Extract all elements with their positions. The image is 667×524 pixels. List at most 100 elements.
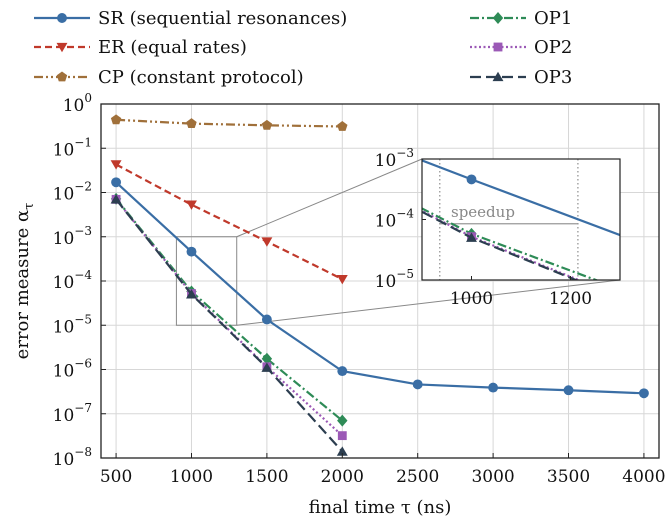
series-er [110, 160, 348, 285]
y-tick-base: 10 [53, 317, 75, 337]
data-point [493, 42, 503, 52]
series-op2 [111, 194, 347, 441]
legend-item: SR (sequential resonances) [34, 8, 347, 29]
data-point [110, 194, 122, 204]
legend-item: OP2 [470, 37, 572, 58]
legend-item: OP3 [470, 67, 572, 88]
zoom-indicator [175, 158, 621, 326]
inset-x-tick-label: 1200 [549, 289, 592, 309]
y-tick-exponent: −3 [74, 224, 92, 238]
legend-label: ER (equal rates) [98, 37, 247, 58]
data-point [466, 111, 477, 120]
data-point [337, 121, 348, 131]
data-point [261, 237, 273, 247]
y-tick-base: 10 [53, 406, 75, 426]
x-tick-label: 1500 [245, 467, 288, 487]
x-tick-label: 2500 [396, 467, 439, 487]
y-tick-label: 10−6 [53, 357, 92, 382]
zoom-box [175, 236, 238, 326]
inset-x-tick-label: 1000 [450, 289, 493, 309]
data-point [492, 12, 504, 24]
y-tick-label: 10−1 [53, 135, 92, 160]
y-tick-label: 100 [63, 91, 92, 116]
x-tick-label: 2000 [321, 467, 364, 487]
inset-y-tick-base: 10 [375, 151, 397, 171]
y-tick-base: 10 [53, 185, 75, 205]
legend-item: CP (constant protocol) [34, 67, 304, 88]
legend-item: OP1 [470, 8, 572, 29]
legend-label: OP3 [534, 67, 572, 88]
y-axis-label: error measure ατ [12, 203, 37, 360]
legend-label: OP1 [534, 8, 572, 29]
inset-y-tick-label: 10−3 [375, 146, 414, 171]
speedup-annotation: speedup [451, 203, 515, 221]
series-line [115, 198, 343, 422]
inset-y-tick-base: 10 [375, 272, 397, 292]
legend-label: SR (sequential resonances) [98, 8, 347, 29]
data-point [186, 246, 197, 257]
inset-background [422, 159, 620, 280]
y-tick-base: 10 [53, 450, 75, 470]
inset-y-tick-base: 10 [375, 212, 397, 232]
data-point [492, 71, 504, 82]
zoom-connector [236, 158, 423, 238]
series-line [115, 181, 644, 395]
series-line [115, 198, 344, 453]
data-point [111, 177, 122, 188]
y-tick-exponent: −2 [74, 180, 92, 194]
data-point [488, 382, 499, 393]
series-line [115, 198, 344, 437]
y-tick-exponent: −5 [74, 312, 92, 326]
x-tick-label: 1000 [170, 467, 213, 487]
data-point [638, 388, 649, 399]
y-tick-exponent: −4 [74, 268, 92, 282]
x-tick-label: 500 [100, 467, 132, 487]
series-cp [110, 114, 348, 131]
data-point [261, 362, 273, 372]
data-point [261, 314, 272, 325]
data-point [186, 118, 197, 129]
data-point [563, 385, 574, 396]
legend-label: CP (constant protocol) [98, 67, 304, 88]
legend-label: OP2 [534, 37, 572, 58]
inset-y-tick-exponent: −5 [396, 267, 414, 281]
data-point [110, 114, 122, 125]
y-tick-exponent: 0 [84, 91, 92, 105]
data-point [336, 446, 348, 456]
data-point [336, 275, 348, 285]
y-axis-label-sub: τ [22, 203, 37, 210]
y-tick-exponent: −8 [74, 445, 92, 459]
legend-item: ER (equal rates) [34, 37, 247, 58]
y-tick-base: 10 [53, 229, 75, 249]
data-point [337, 431, 347, 441]
series-layer [110, 114, 649, 456]
data-point [466, 0, 476, 9]
series-line [116, 118, 343, 128]
y-tick-base: 10 [53, 140, 75, 160]
y-tick-label: 10−4 [53, 268, 93, 293]
x-tick-label: 4000 [622, 467, 665, 487]
series-op1 [110, 192, 348, 427]
data-point [466, 232, 477, 242]
inset-y-tick-label: 10−5 [375, 267, 414, 292]
y-tick-base: 10 [53, 273, 75, 293]
y-tick-base: 10 [53, 362, 75, 382]
x-tick-label: 3000 [471, 467, 514, 487]
series-line [115, 163, 343, 281]
y-tick-exponent: −1 [74, 135, 92, 149]
series-sr [111, 177, 649, 399]
data-point [56, 71, 68, 82]
x-tick-label: 3500 [547, 467, 590, 487]
data-point [337, 366, 348, 377]
zoom-connector [236, 279, 621, 326]
axes-layer: 500 1000 1500 2000 2500 3000 3500 400010010−110… [53, 91, 666, 487]
y-tick-label: 10−7 [53, 401, 92, 426]
inset-y-tick-exponent: −4 [396, 207, 414, 221]
data-point [412, 379, 423, 390]
inset-y-tick-label: 10−4 [375, 207, 415, 232]
y-tick-label: 10−2 [53, 180, 92, 205]
x-axis-label: final time τ (ns) [309, 497, 452, 518]
y-tick-label: 10−8 [53, 445, 92, 470]
